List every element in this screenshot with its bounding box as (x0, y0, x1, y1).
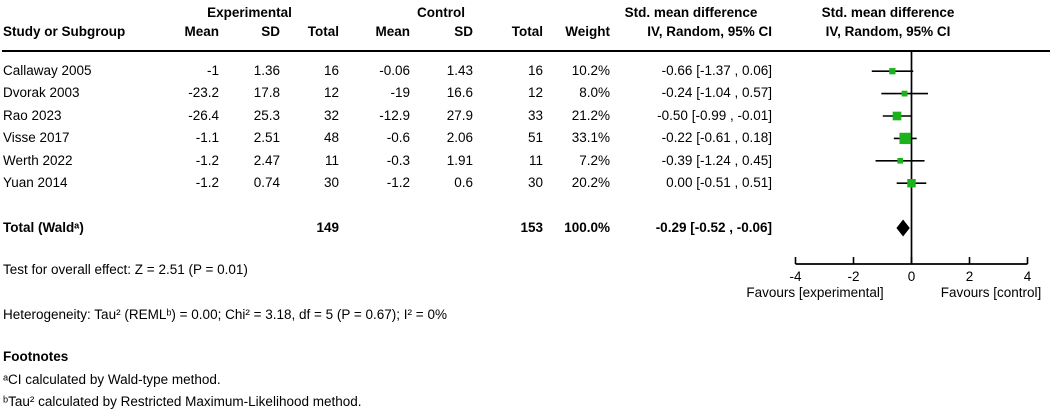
col-header-mean-ctl: Mean (375, 24, 410, 39)
cell-sd-c: 0.6 (454, 174, 473, 190)
x-axis-tick-label: 2 (966, 269, 974, 284)
plot-col-header-iv-ci: IV, Random, 95% CI (825, 24, 951, 39)
favours-control-label: Favours [control] (941, 285, 1042, 300)
cell-sd-e: 2.51 (253, 130, 280, 146)
cell-sd-e: 17.8 (253, 85, 280, 101)
cell-smd-ci: -0.22 [-0.61 , 0.18] (661, 130, 772, 146)
cell-mean-c: -19 (390, 85, 410, 101)
cell-n-c: 33 (527, 107, 543, 123)
cell-mean-e: -1.2 (195, 174, 219, 190)
cell-n-c: 11 (528, 152, 543, 168)
col-header-total-ctl: Total (511, 24, 543, 39)
experimental-group-header: Experimental (207, 5, 292, 20)
cell-weight: 7.2% (579, 152, 610, 168)
cell-study: Dvorak 2003 (3, 85, 80, 101)
study-rows: Callaway 2005 -1 1.36 16 -0.06 1.43 16 10.2% -0.… (0, 60, 772, 194)
cell-n-c: 16 (527, 63, 543, 78)
cell-study: Rao 2023 (3, 107, 62, 123)
smd-plot-column-header: Std. mean difference (821, 5, 955, 20)
cell-mean-e: -23.2 (188, 85, 219, 101)
summary-diamond (896, 219, 910, 237)
cell-mean-c: -0.06 (379, 63, 410, 78)
cell-weight: 8.0% (579, 85, 610, 101)
effect-square (901, 90, 908, 97)
cell-study: Werth 2022 (3, 152, 73, 168)
cell-sd-c: 1.43 (446, 63, 473, 78)
col-header-weight: Weight (565, 24, 610, 39)
cell-n-e: 48 (323, 130, 339, 146)
cell-sd-c: 16.6 (446, 85, 473, 101)
cell-mean-e: -1 (206, 63, 219, 78)
cell-total-n-exp: 149 (316, 220, 339, 235)
col-header-mean-exp: Mean (184, 24, 219, 39)
total-row: Total (Waldᵃ) 149 153 100.0% -0.29 [-0.5… (0, 217, 772, 239)
footnotes-title: Footnotes (3, 349, 69, 364)
cell-total-weight: 100.0% (564, 220, 610, 235)
cell-mean-c: -1.2 (386, 174, 410, 190)
x-axis-tick-label: 4 (1024, 269, 1032, 284)
x-axis-tick-label: -4 (789, 269, 801, 284)
heterogeneity-text: Heterogeneity: Tau² (REMLᵇ) = 0.00; Chi²… (3, 307, 447, 322)
control-group-header: Control (417, 5, 465, 20)
cell-smd-ci: 0.00 [-0.51 , 0.51] (666, 174, 772, 190)
cell-smd-ci: -0.24 [-1.04 , 0.57] (661, 85, 772, 101)
cell-mean-c: -0.3 (386, 152, 410, 168)
favours-experimental-label: Favours [experimental] (746, 285, 883, 300)
cell-sd-c: 2.06 (446, 130, 473, 146)
cell-total-label: Total (Waldᵃ) (3, 220, 84, 235)
col-header-sd-exp: SD (261, 24, 280, 39)
cell-sd-e: 1.36 (253, 63, 280, 78)
overall-effect-text: Test for overall effect: Z = 2.51 (P = 0… (3, 262, 248, 277)
cell-weight: 33.1% (571, 130, 610, 146)
cell-mean-c: -12.9 (379, 107, 410, 123)
effect-square (907, 178, 916, 188)
cell-n-e: 16 (323, 63, 339, 78)
cell-sd-e: 2.47 (253, 152, 280, 168)
cell-mean-c: -0.6 (386, 130, 410, 146)
cell-weight: 21.2% (571, 107, 610, 123)
col-header-total-exp: Total (307, 24, 339, 39)
footnote-a: ᵃCI calculated by Wald-type method. (3, 372, 221, 387)
cell-n-e: 32 (323, 107, 339, 123)
cell-n-c: 51 (527, 130, 543, 146)
cell-sd-c: 1.91 (446, 152, 473, 168)
col-header-sd-ctl: SD (454, 24, 473, 39)
cell-mean-e: -26.4 (188, 107, 219, 123)
cell-total-n-ctl: 153 (520, 220, 543, 235)
cell-weight: 20.2% (571, 174, 610, 190)
cell-n-c: 30 (527, 174, 543, 190)
smd-text-column-header: Std. mean difference (624, 5, 758, 20)
cell-smd-ci: -0.50 [-0.99 , -0.01] (657, 107, 772, 123)
cell-study: Visse 2017 (3, 130, 70, 146)
footnote-b: ᵇTau² calculated by Restricted Maximum-L… (3, 394, 362, 409)
cell-study: Callaway 2005 (3, 63, 92, 78)
effect-square (899, 132, 911, 145)
col-header-study: Study or Subgroup (3, 24, 126, 39)
effect-square (892, 111, 902, 121)
cell-smd-ci: -0.39 [-1.24 , 0.45] (661, 152, 772, 168)
cell-mean-e: -1.2 (195, 152, 219, 168)
effect-square (897, 158, 903, 164)
cell-mean-e: -1.1 (195, 130, 219, 146)
header-divider-rule (2, 50, 1050, 52)
cell-total-smd-ci: -0.29 [-0.52 , -0.06] (655, 220, 772, 235)
cell-weight: 10.2% (571, 63, 610, 78)
x-axis-tick-label: -2 (847, 269, 859, 284)
cell-smd-ci: -0.66 [-1.37 , 0.06] (661, 63, 772, 78)
effect-square (889, 68, 896, 75)
cell-n-e: 11 (324, 152, 339, 168)
table-header-row: Study or Subgroup Mean SD Total Mean SD … (0, 23, 772, 45)
x-axis-tick-label: 0 (908, 269, 916, 284)
cell-sd-e: 0.74 (253, 174, 280, 190)
cell-sd-c: 27.9 (446, 107, 473, 123)
cell-n-c: 12 (527, 85, 543, 101)
cell-sd-e: 25.3 (253, 107, 280, 123)
cell-study: Yuan 2014 (3, 174, 68, 190)
cell-n-e: 12 (323, 85, 339, 101)
cell-n-e: 30 (323, 174, 339, 190)
col-header-iv-ci: IV, Random, 95% CI (647, 24, 772, 39)
